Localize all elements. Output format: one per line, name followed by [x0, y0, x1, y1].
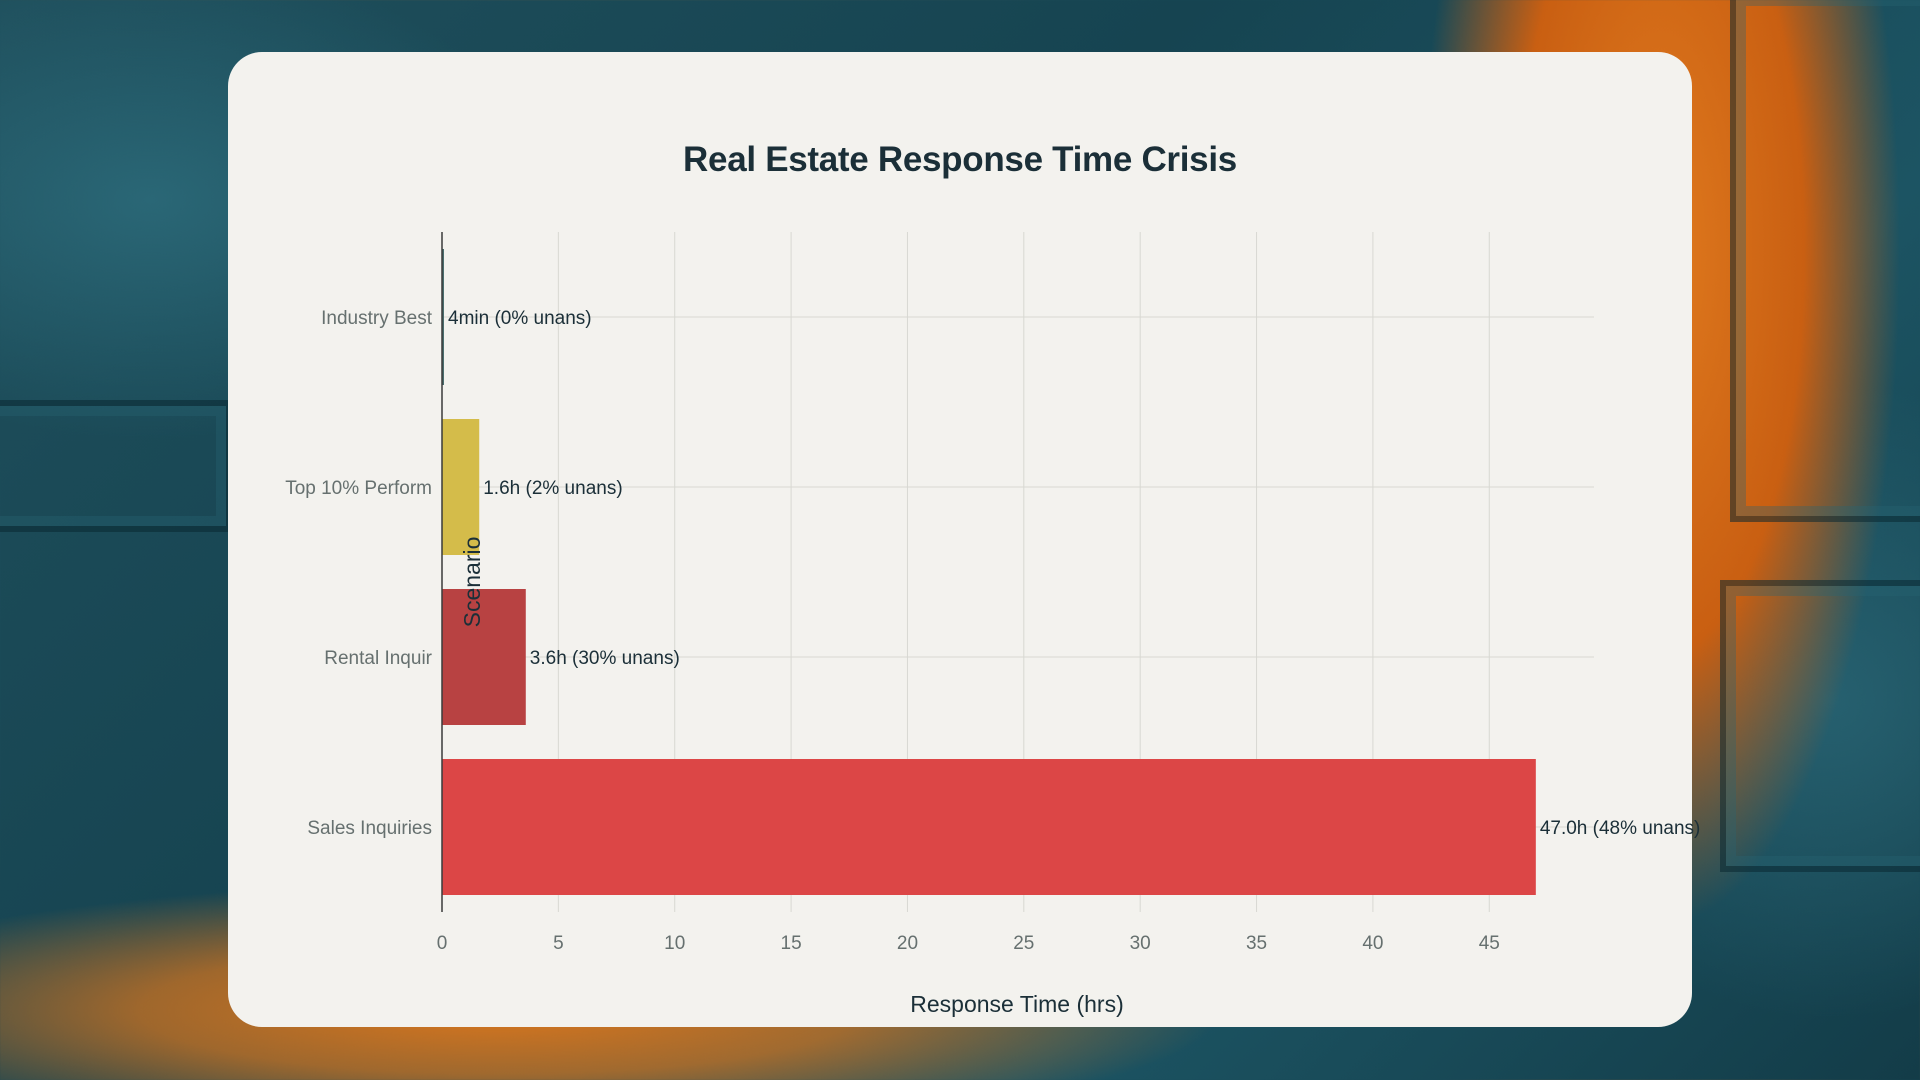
bar: [442, 589, 526, 725]
background-panel-left: [0, 400, 232, 532]
data-label: 3.6h (30% unans): [530, 648, 680, 669]
category-labels: Industry Best Top 10% Perform Rental Inqui…: [285, 308, 433, 839]
bars: [442, 249, 1536, 895]
x-tick-label: 45: [1479, 933, 1500, 954]
x-tick-label: 25: [1013, 933, 1034, 954]
data-labels: 4min (0% unans) 1.6h (2% unans) 3.6h (30% …: [448, 308, 1700, 839]
bar-chart: 0 5 10 15 20 25 30 35 40 45 Industry Best Top 10% …: [285, 232, 1700, 1017]
bar: [442, 249, 444, 385]
y-axis-title: Scenario: [459, 537, 485, 628]
x-tick-label: 40: [1362, 933, 1383, 954]
category-label: Top 10% Perform: [285, 478, 432, 499]
x-tick-labels: 0 5 10 15 20 25 30 35 40 45: [437, 933, 1500, 954]
category-label: Industry Best: [321, 308, 433, 329]
x-tick-label: 35: [1246, 933, 1267, 954]
x-tick-label: 30: [1130, 933, 1151, 954]
category-label: Rental Inquir: [324, 648, 432, 669]
x-tick-label: 5: [553, 933, 564, 954]
data-label: 4min (0% unans): [448, 308, 592, 329]
data-label: 47.0h (48% unans): [1540, 818, 1701, 839]
background-panel-right-upper: [1730, 0, 1920, 522]
data-label: 1.6h (2% unans): [483, 478, 622, 499]
x-tick-label: 15: [781, 933, 802, 954]
bar: [442, 419, 480, 555]
chart-title: Real Estate Response Time Crisis: [683, 140, 1237, 179]
x-axis-title: Response Time (hrs): [910, 991, 1123, 1017]
x-tick-label: 0: [437, 933, 448, 954]
chart-card: Real Estate Response Time Crisis 0 5 10 15 2…: [228, 52, 1700, 1027]
background-panel-right-lower: [1720, 580, 1920, 872]
x-tick-label: 20: [897, 933, 918, 954]
category-label: Sales Inquiries: [307, 818, 432, 839]
bar: [442, 759, 1536, 895]
x-tick-label: 10: [664, 933, 685, 954]
